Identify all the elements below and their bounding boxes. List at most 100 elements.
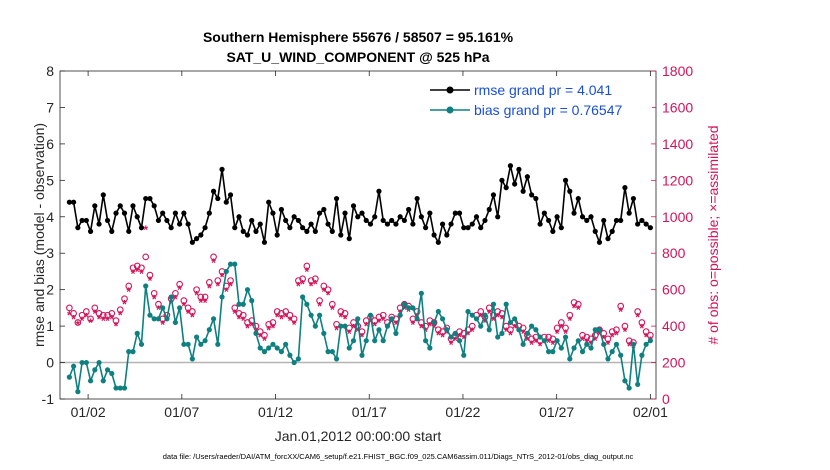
obs-possible-point xyxy=(244,319,251,326)
obs-possible-point xyxy=(490,311,497,319)
bias-point xyxy=(596,327,603,333)
bias-point xyxy=(113,385,119,391)
obs-assimilated-point: * xyxy=(101,314,106,328)
rmse-point xyxy=(550,228,556,234)
obs-assimilated-point: * xyxy=(478,311,483,325)
rmse-point xyxy=(100,192,106,198)
rmse-point xyxy=(647,225,653,231)
rmse-point xyxy=(456,210,463,216)
rmse-point xyxy=(575,195,581,202)
rmse-point xyxy=(342,210,348,216)
obs-assimilated-point: * xyxy=(152,292,157,306)
obs-assimilated-point: * xyxy=(190,311,195,325)
bias-point xyxy=(160,305,166,311)
bias-point xyxy=(232,261,238,267)
bias-point xyxy=(71,363,77,369)
obs-assimilated-point: * xyxy=(500,312,505,326)
bias-point xyxy=(172,319,178,326)
bias-point xyxy=(461,352,467,358)
bias-point xyxy=(236,301,242,307)
obs-assimilated-point: * xyxy=(453,334,458,348)
rmse-point xyxy=(198,232,204,238)
rmse-point xyxy=(206,210,212,216)
bias-point xyxy=(567,356,573,362)
obs-assimilated-point: * xyxy=(249,320,254,334)
obs-assimilated-point: * xyxy=(580,334,585,348)
obs-possible-point xyxy=(176,280,183,288)
obs-possible-point xyxy=(604,335,612,343)
obs-assimilated-point: * xyxy=(330,303,335,317)
rmse-point xyxy=(87,228,94,234)
bias-point xyxy=(219,294,225,300)
bias-point xyxy=(499,330,505,336)
bias-point xyxy=(117,385,123,391)
chart-title: Southern Hemisphere 55676 / 58507 = 95.1… xyxy=(203,29,514,45)
obs-assimilated-point: * xyxy=(182,300,187,314)
rmse-point xyxy=(278,206,285,213)
obs-possible-point xyxy=(477,308,485,315)
rmse-point xyxy=(244,232,251,238)
obs-assimilated-point: * xyxy=(317,300,322,314)
obs-possible-point xyxy=(328,300,336,308)
bias-point xyxy=(529,323,535,329)
obs-assimilated-point: * xyxy=(135,265,140,279)
rmse-point xyxy=(622,185,628,191)
bias-point xyxy=(401,301,408,307)
rmse-point xyxy=(512,181,518,187)
rmse-point xyxy=(109,228,115,234)
rmse-point xyxy=(147,195,153,202)
obs-possible-point xyxy=(129,264,137,272)
bias-point xyxy=(601,341,607,347)
obs-assimilated-point: * xyxy=(559,321,564,335)
obs-assimilated-point: * xyxy=(534,336,539,350)
rmse-point xyxy=(66,199,72,205)
plot-area xyxy=(60,71,656,399)
obs-assimilated-point: * xyxy=(207,281,212,295)
obs-assimilated-point: * xyxy=(610,331,615,345)
rmse-point xyxy=(253,228,259,234)
y-tick-label: 3 xyxy=(46,245,54,261)
rmse-point xyxy=(571,210,577,216)
rmse-point xyxy=(151,203,157,209)
obs-possible-point xyxy=(320,282,328,290)
obs-assimilated-point: * xyxy=(109,312,114,326)
bias-point xyxy=(249,298,255,304)
bias-point xyxy=(338,323,344,329)
rmse-point xyxy=(316,210,323,216)
bias-point xyxy=(444,327,450,333)
bias-point xyxy=(206,327,212,333)
rmse-point xyxy=(274,232,280,238)
obs-assimilated-point: * xyxy=(381,314,386,328)
obs-assimilated-point: * xyxy=(275,311,280,325)
obs-possible-point xyxy=(95,310,103,317)
rmse-point xyxy=(261,239,268,245)
bias-point xyxy=(550,349,556,355)
obs-possible-point xyxy=(286,311,294,319)
bias-point xyxy=(287,352,293,358)
bias-point xyxy=(215,341,221,347)
bias-point xyxy=(618,352,624,358)
obs-assimilated-point: * xyxy=(623,325,628,339)
y2-tick-label: 0 xyxy=(662,391,670,407)
bias-point xyxy=(626,385,632,391)
bias-point xyxy=(520,341,526,347)
bias-point xyxy=(164,316,170,322)
obs-possible-point xyxy=(570,299,578,306)
rmse-point xyxy=(283,217,289,224)
y-axis-label: rmse and bias (model - observation) xyxy=(31,123,47,347)
y-tick-label: 6 xyxy=(46,136,54,152)
obs-assimilated-point: * xyxy=(546,336,551,350)
bias-point xyxy=(482,312,488,318)
obs-assimilated-point: * xyxy=(491,314,496,328)
rmse-point xyxy=(499,177,505,183)
rmse-point xyxy=(618,217,624,224)
obs-possible-point xyxy=(566,311,574,319)
obs-assimilated-point: * xyxy=(211,256,216,270)
bias-point xyxy=(512,316,518,322)
obs-possible-point xyxy=(189,308,196,315)
obs-possible-point xyxy=(401,300,408,308)
rmse-point xyxy=(588,214,594,220)
bias-point xyxy=(138,341,145,347)
bias-point xyxy=(558,345,564,351)
x-tick-label: 01/12 xyxy=(258,404,293,420)
